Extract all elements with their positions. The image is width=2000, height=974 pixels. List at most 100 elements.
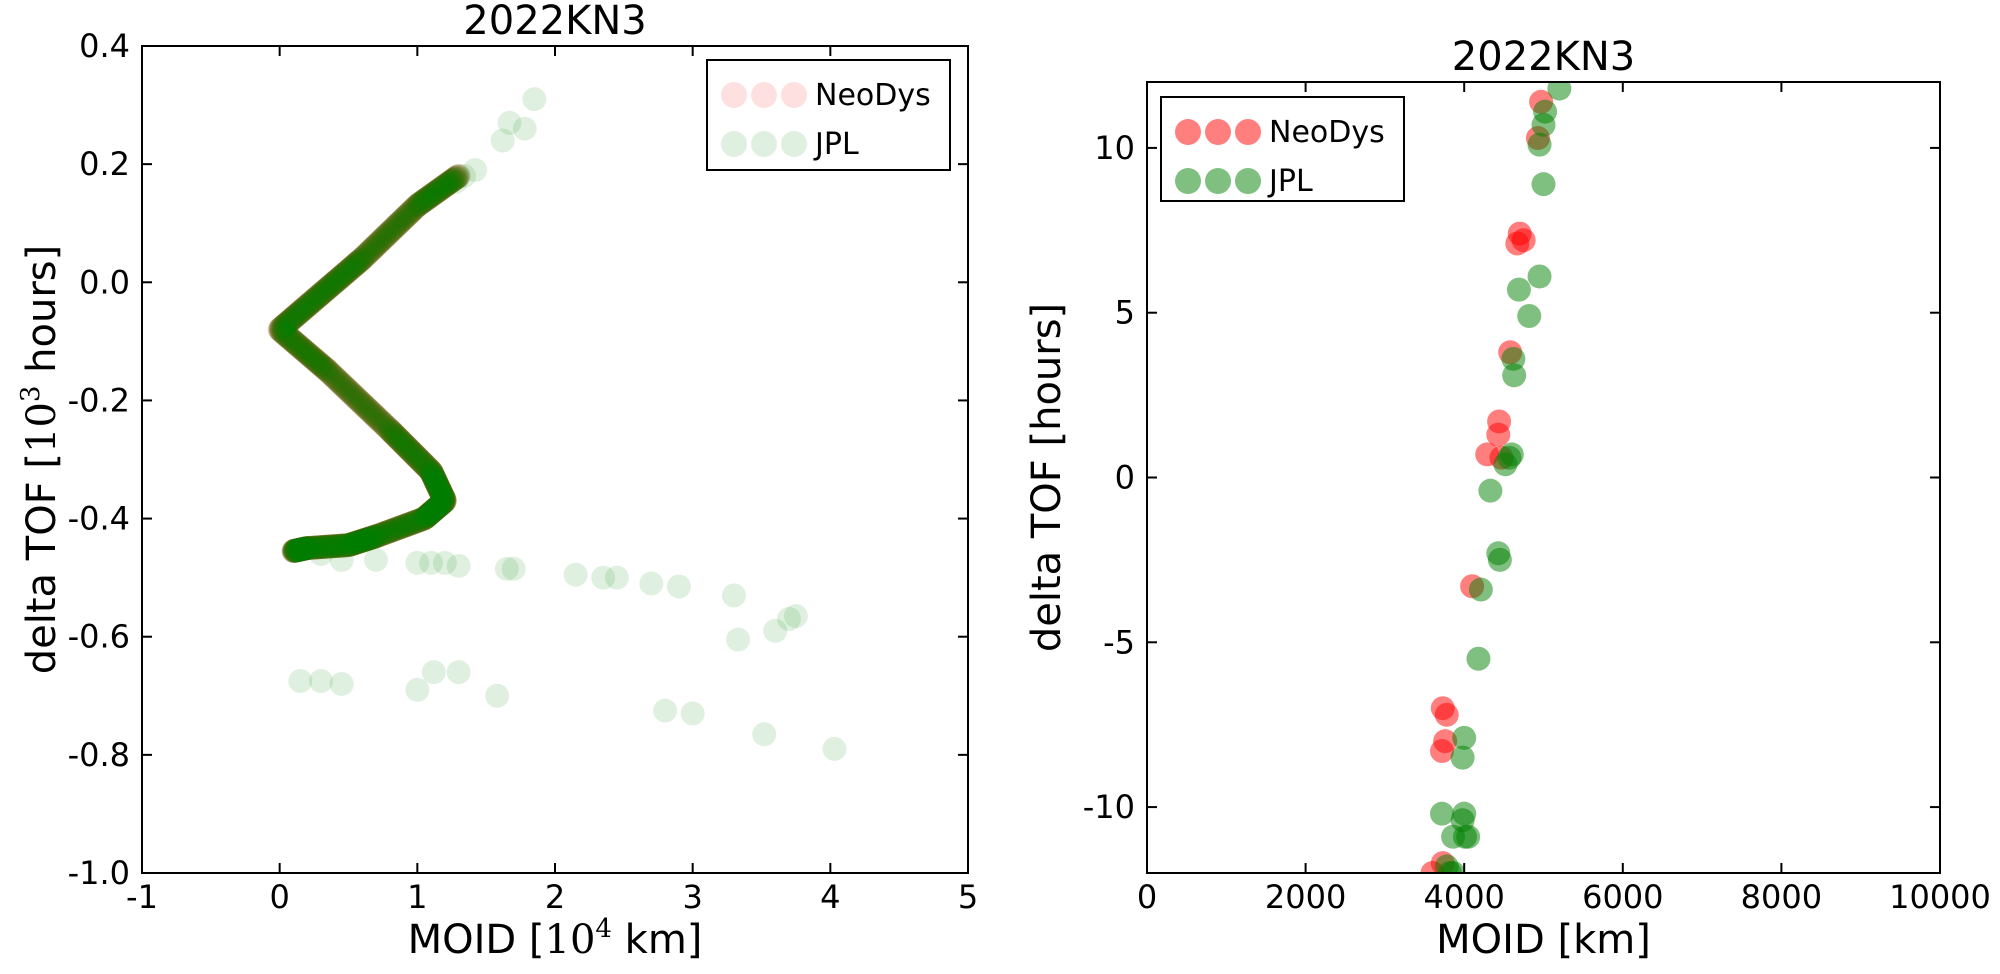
neodys-dense-point — [281, 329, 306, 354]
neodys-dense-point — [431, 489, 456, 514]
neodys-legend-marker — [1235, 119, 1261, 145]
jpl-dense-point — [319, 272, 344, 297]
jpl-dense-point — [385, 425, 410, 450]
neodys-dense-point — [324, 366, 349, 391]
x-tick-label: 5 — [958, 878, 978, 916]
neodys-dense-point — [269, 319, 294, 344]
jpl-dense-point — [443, 165, 468, 190]
neodys-dense-point — [323, 534, 348, 559]
neodys-dense-point — [406, 508, 431, 533]
neodys-dense-point — [417, 457, 442, 482]
neodys-dense-point — [425, 494, 450, 519]
jpl-dense-point — [395, 512, 420, 537]
jpl-dense-point — [351, 245, 376, 270]
jpl-dense-point — [423, 469, 448, 494]
neodys-dense-point — [325, 368, 350, 393]
neodys-dense-point — [308, 535, 333, 560]
jpl-point — [1441, 861, 1466, 873]
neodys-dense-point — [268, 318, 293, 343]
jpl-point — [1547, 82, 1572, 101]
neodys-dense-point — [395, 202, 420, 227]
jpl-dense-point — [357, 526, 382, 551]
neodys-dense-point — [424, 471, 449, 496]
jpl-dense-point — [408, 191, 433, 216]
neodys-dense-point — [377, 220, 402, 245]
neodys-dense-point — [283, 538, 308, 563]
jpl-dense-point — [309, 353, 334, 378]
neodys-dense-point — [290, 537, 315, 562]
neodys-dense-point — [308, 282, 333, 307]
neodys-dense-point — [333, 260, 358, 285]
jpl-dense-point — [423, 496, 448, 521]
jpl-dense-point — [285, 538, 310, 563]
jpl-point — [1452, 725, 1477, 750]
jpl-dense-point — [378, 418, 403, 443]
neodys-dense-point — [298, 535, 323, 560]
jpl-dense-point — [426, 475, 451, 500]
jpl-dense-point — [269, 319, 294, 344]
jpl-point — [443, 169, 468, 194]
jpl-dense-point — [306, 284, 331, 309]
jpl-dense-point — [372, 412, 397, 437]
jpl-dense-point — [429, 481, 454, 506]
jpl-dense-point — [358, 399, 383, 424]
jpl-dense-point — [309, 535, 334, 560]
jpl-dense-point — [285, 538, 310, 563]
neodys-dense-point — [282, 538, 307, 563]
jpl-dense-point — [418, 501, 443, 526]
jpl-dense-point — [380, 420, 405, 445]
neodys-dense-point — [409, 190, 434, 215]
jpl-dense-point — [319, 534, 344, 559]
neodys-dense-point — [289, 298, 314, 323]
neodys-dense-point — [341, 531, 366, 556]
jpl-dense-point — [310, 280, 335, 305]
neodys-dense-point — [346, 387, 371, 412]
neodys-dense-point — [377, 519, 402, 544]
neodys-dense-point — [278, 308, 303, 333]
jpl-dense-point — [303, 347, 328, 372]
jpl-dense-point — [293, 536, 318, 561]
jpl-point — [604, 565, 629, 590]
jpl-point — [288, 669, 313, 694]
jpl-dense-point — [379, 518, 404, 543]
jpl-dense-point — [332, 533, 357, 558]
neodys-dense-point — [428, 492, 453, 517]
neodys-dense-point — [293, 536, 318, 561]
jpl-dense-point — [304, 286, 329, 311]
jpl-dense-point — [367, 230, 392, 255]
jpl-dense-point — [332, 261, 357, 286]
jpl-dense-point — [424, 179, 449, 204]
neodys-dense-point — [431, 174, 456, 199]
neodys-dense-point — [416, 185, 441, 210]
jpl-dense-point — [314, 357, 339, 382]
jpl-dense-point — [272, 313, 297, 338]
jpl-dense-point — [335, 533, 360, 558]
neodys-dense-point — [399, 511, 424, 536]
jpl-dense-point — [412, 452, 437, 477]
neodys-dense-point — [353, 527, 378, 552]
jpl-dense-point — [318, 361, 343, 386]
jpl-dense-point — [276, 324, 301, 349]
neodys-dense-point — [299, 289, 324, 314]
jpl-dense-point — [297, 535, 322, 560]
neodys-dense-point — [336, 258, 361, 283]
neodys-dense-point — [312, 278, 337, 303]
jpl-dense-point — [430, 482, 455, 507]
neodys-dense-point — [278, 326, 303, 351]
jpl-dense-point — [313, 357, 338, 382]
jpl-dense-point — [414, 504, 439, 529]
jpl-dense-point — [332, 374, 357, 399]
jpl-dense-point — [425, 495, 450, 520]
jpl-point — [1468, 577, 1493, 602]
neodys-dense-point — [364, 404, 389, 429]
neodys-dense-point — [350, 391, 375, 416]
neodys-dense-point — [308, 352, 333, 377]
jpl-dense-point — [361, 525, 386, 550]
neodys-dense-point — [283, 304, 308, 329]
neodys-dense-point — [321, 271, 346, 296]
jpl-dense-point — [350, 246, 375, 271]
neodys-dense-point — [282, 304, 307, 329]
neodys-dense-point — [343, 530, 368, 555]
jpl-point — [1531, 172, 1556, 197]
